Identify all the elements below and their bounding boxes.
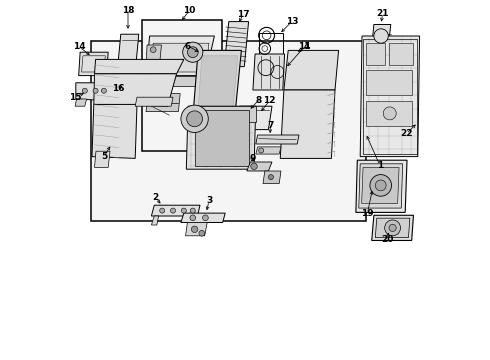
Polygon shape <box>94 74 176 106</box>
Polygon shape <box>149 76 215 86</box>
Text: 14: 14 <box>73 42 86 51</box>
Polygon shape <box>236 106 272 130</box>
Circle shape <box>181 208 186 213</box>
Polygon shape <box>356 160 407 212</box>
Text: 13: 13 <box>286 17 298 26</box>
Circle shape <box>389 224 396 231</box>
Circle shape <box>190 215 196 221</box>
Polygon shape <box>191 50 242 140</box>
Circle shape <box>160 208 165 213</box>
Circle shape <box>370 175 392 196</box>
Polygon shape <box>284 50 339 90</box>
Text: 19: 19 <box>361 208 374 217</box>
Polygon shape <box>95 59 184 74</box>
Circle shape <box>199 230 205 236</box>
Bar <box>366 43 386 65</box>
Text: 4: 4 <box>304 41 310 50</box>
Polygon shape <box>372 215 414 240</box>
Polygon shape <box>146 45 162 67</box>
Text: 8: 8 <box>256 96 262 105</box>
Polygon shape <box>196 56 238 135</box>
Circle shape <box>374 29 388 43</box>
Polygon shape <box>76 83 112 101</box>
Text: 15: 15 <box>69 93 81 102</box>
Text: 22: 22 <box>400 129 413 138</box>
Polygon shape <box>280 90 335 158</box>
Polygon shape <box>375 218 410 238</box>
Polygon shape <box>181 213 225 222</box>
Text: 10: 10 <box>183 6 196 15</box>
Text: 7: 7 <box>267 121 273 130</box>
Polygon shape <box>188 106 256 122</box>
Circle shape <box>190 208 196 213</box>
Polygon shape <box>79 52 108 76</box>
Circle shape <box>150 47 156 53</box>
Polygon shape <box>186 222 207 236</box>
Bar <box>115 84 118 92</box>
Polygon shape <box>186 106 256 169</box>
Circle shape <box>187 47 198 58</box>
Polygon shape <box>360 36 419 157</box>
Polygon shape <box>359 164 403 208</box>
Text: 20: 20 <box>381 235 393 244</box>
Circle shape <box>101 88 106 93</box>
Polygon shape <box>95 151 110 167</box>
Text: 1: 1 <box>377 161 383 170</box>
Bar <box>121 84 124 92</box>
Bar <box>91 41 366 221</box>
Polygon shape <box>151 205 200 216</box>
Polygon shape <box>372 24 391 47</box>
Circle shape <box>93 88 98 93</box>
Polygon shape <box>263 171 281 184</box>
Text: 17: 17 <box>237 10 249 19</box>
Circle shape <box>383 107 396 120</box>
Polygon shape <box>75 99 87 106</box>
Circle shape <box>375 180 386 191</box>
Text: 21: 21 <box>376 9 389 18</box>
Polygon shape <box>224 22 248 67</box>
Polygon shape <box>253 54 285 90</box>
Circle shape <box>82 88 87 93</box>
Circle shape <box>181 105 208 132</box>
Circle shape <box>202 215 208 221</box>
Circle shape <box>269 175 273 180</box>
Bar <box>363 39 417 154</box>
Text: 9: 9 <box>249 154 255 163</box>
Polygon shape <box>110 83 135 95</box>
Circle shape <box>385 220 400 236</box>
Bar <box>366 101 413 126</box>
Text: 5: 5 <box>101 152 107 161</box>
Circle shape <box>183 42 203 62</box>
Circle shape <box>171 208 175 213</box>
Circle shape <box>192 226 198 233</box>
Polygon shape <box>135 97 173 106</box>
Polygon shape <box>256 147 281 154</box>
Text: 2: 2 <box>152 193 159 202</box>
Text: 16: 16 <box>112 84 124 93</box>
Polygon shape <box>117 34 139 72</box>
Polygon shape <box>151 216 159 225</box>
Polygon shape <box>219 133 233 155</box>
Bar <box>366 70 413 95</box>
Text: 6: 6 <box>185 41 191 50</box>
Polygon shape <box>151 43 209 72</box>
Bar <box>127 84 130 92</box>
Polygon shape <box>146 94 180 112</box>
Polygon shape <box>362 167 399 203</box>
Polygon shape <box>247 162 272 171</box>
Circle shape <box>259 148 264 153</box>
Circle shape <box>187 111 202 127</box>
Text: 11: 11 <box>298 42 311 51</box>
Text: 18: 18 <box>122 5 134 14</box>
Polygon shape <box>256 135 299 144</box>
Text: 3: 3 <box>206 197 212 205</box>
Bar <box>195 110 248 166</box>
Circle shape <box>251 163 257 170</box>
Text: 12: 12 <box>263 96 276 105</box>
Bar <box>389 43 414 65</box>
Bar <box>259 33 283 60</box>
Polygon shape <box>146 36 215 76</box>
Polygon shape <box>92 104 137 158</box>
Bar <box>143 20 221 151</box>
